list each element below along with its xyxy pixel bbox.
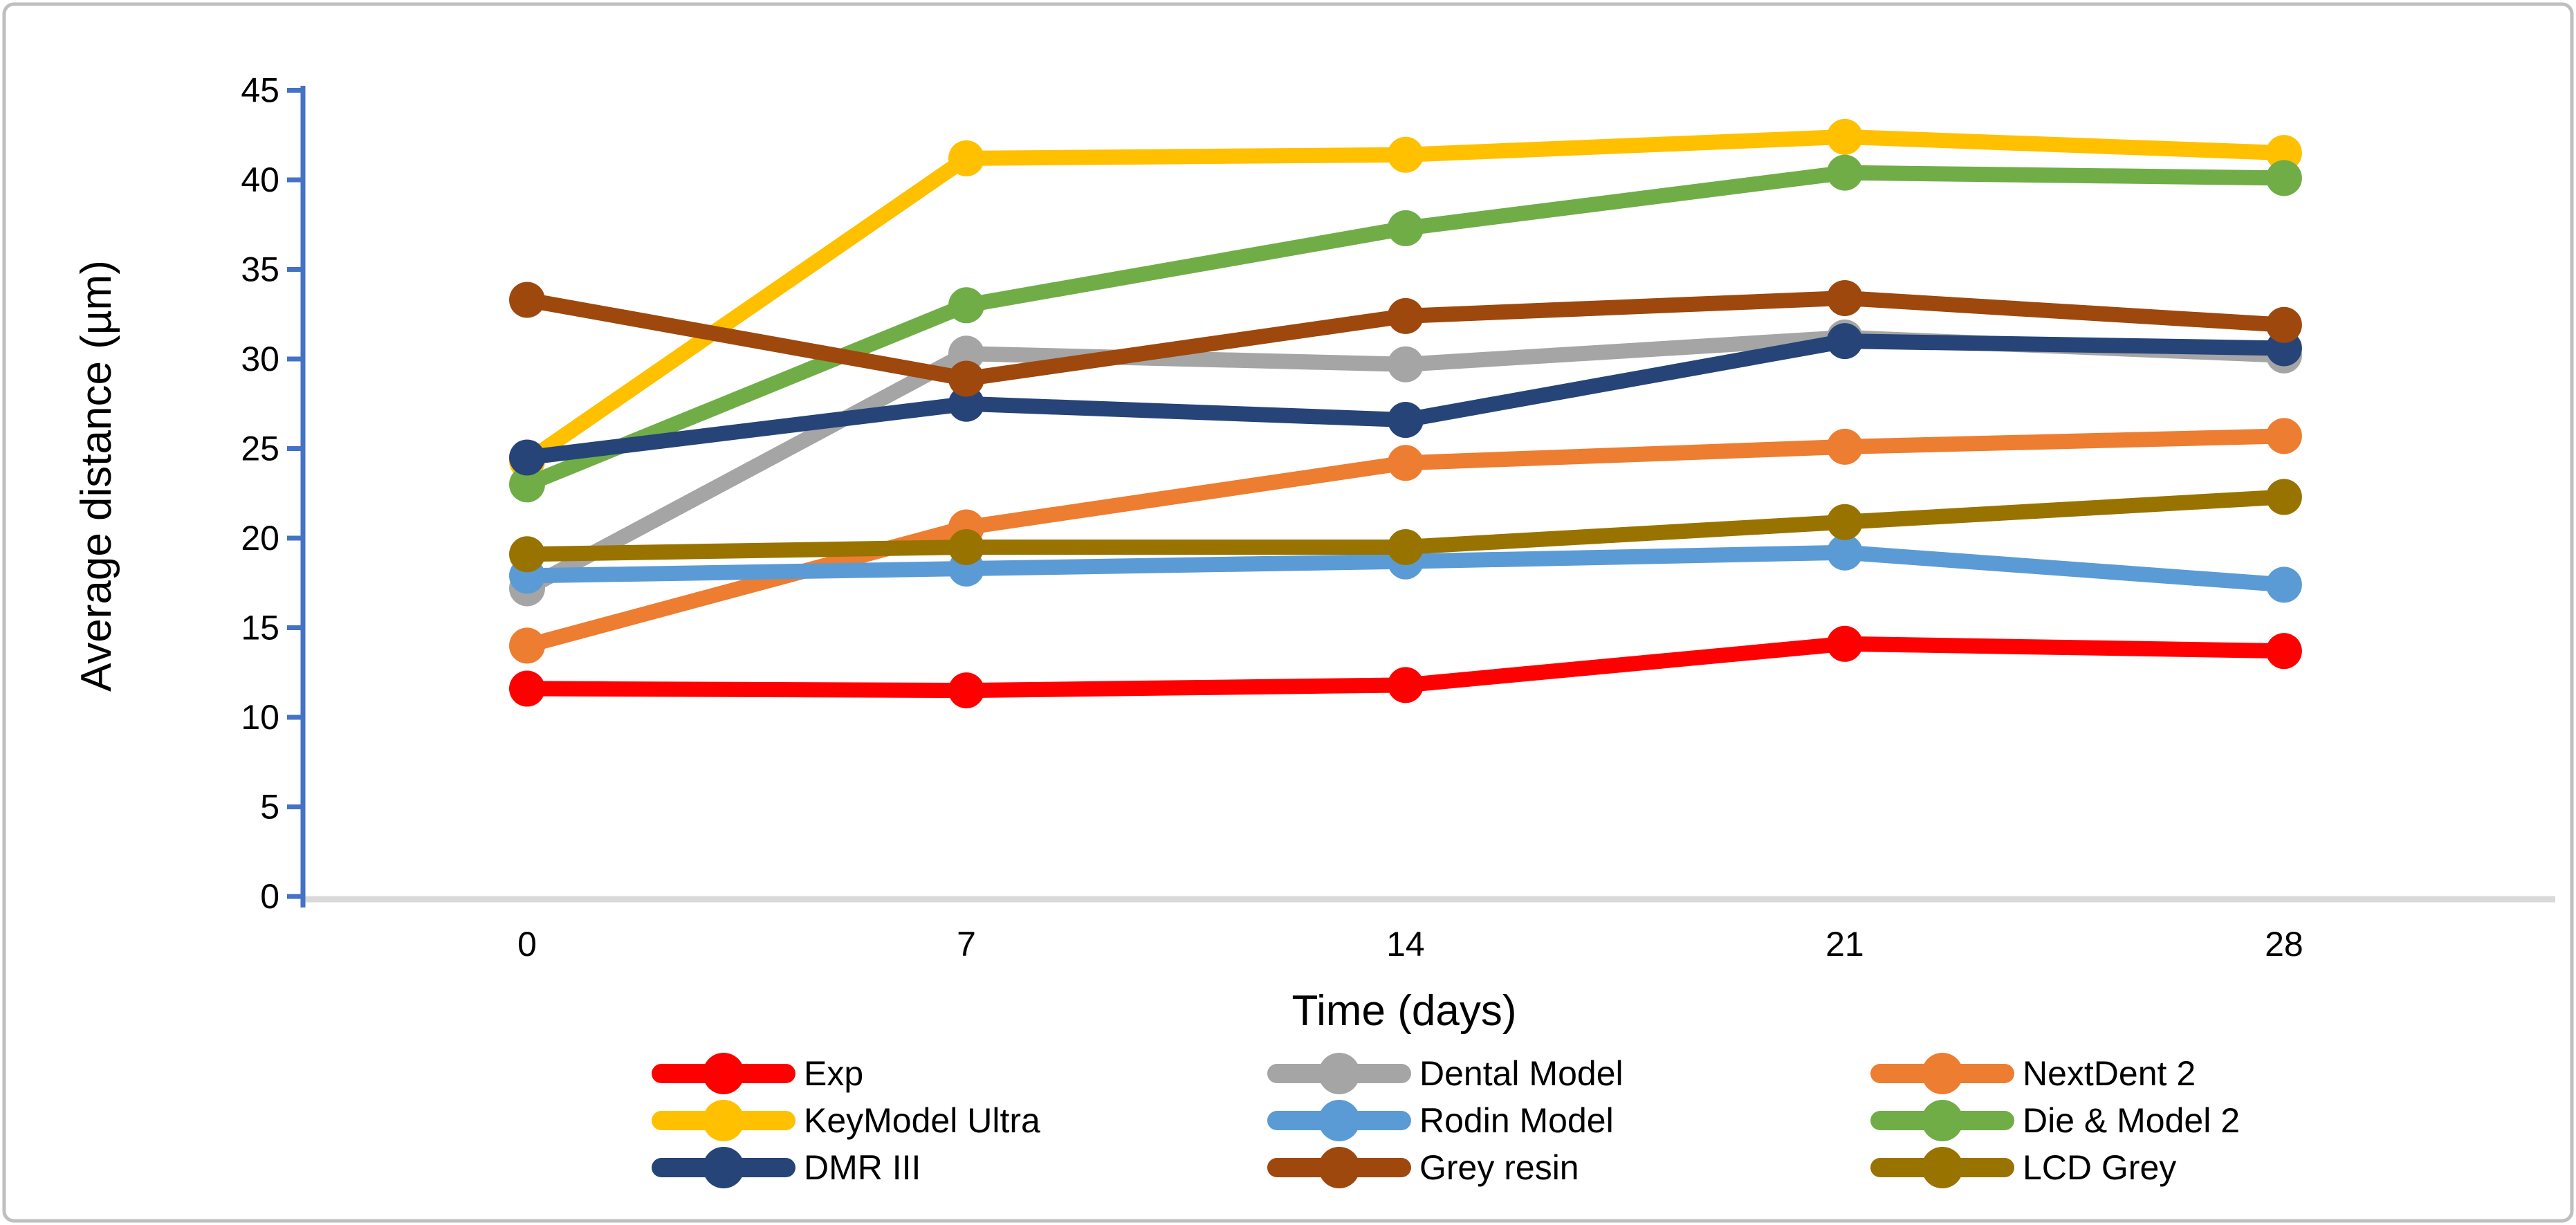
legend-marker-dot — [1318, 1147, 1360, 1188]
legend-marker-dot — [703, 1147, 744, 1188]
x-axis-title: Time (days) — [1292, 987, 1517, 1035]
data-point-keymodel-ultra — [948, 140, 984, 176]
legend-marker-dot — [1922, 1053, 1963, 1094]
data-point-nextdent-2 — [509, 627, 545, 664]
legend-item: DMR III — [652, 1147, 921, 1188]
legend-marker-dot — [1318, 1100, 1360, 1141]
legend-label: KeyModel Ultra — [804, 1101, 1040, 1140]
series-layer — [509, 118, 2302, 709]
y-tick-label: 5 — [260, 788, 279, 827]
data-point-lcd-grey — [1826, 504, 1863, 540]
y-axis-title: Average distance (µm) — [73, 260, 120, 692]
data-point-grey-resin — [509, 282, 545, 318]
legend-label: Die & Model 2 — [2023, 1101, 2240, 1140]
legend-label: Dental Model — [1419, 1054, 1623, 1093]
y-tick-label: 30 — [241, 340, 279, 378]
data-point-die-model-2 — [948, 287, 984, 324]
y-tick-label: 40 — [241, 160, 279, 199]
legend-item: Dental Model — [1267, 1053, 1623, 1094]
data-point-dental-model — [1387, 346, 1424, 383]
legend-item: Exp — [652, 1053, 863, 1094]
data-point-lcd-grey — [2265, 479, 2302, 515]
data-point-dental-model — [948, 335, 984, 372]
legend-label: DMR III — [804, 1148, 921, 1187]
legend-item: LCD Grey — [1870, 1147, 2176, 1188]
data-point-rodin-model — [1826, 534, 1863, 571]
legend-marker-dot — [1318, 1053, 1360, 1094]
legend-item: Rodin Model — [1267, 1100, 1614, 1141]
data-point-nextdent-2 — [1826, 428, 1863, 465]
legend-label: LCD Grey — [2023, 1148, 2176, 1187]
axes-layer: 0 5 10 15 20 25 30 35 40 45 0 7 14 21 28 — [241, 71, 2555, 964]
y-tick-label: 15 — [241, 609, 279, 647]
data-point-grey-resin — [1826, 279, 1863, 316]
data-point-dmr-iii — [1826, 323, 1863, 360]
data-point-exp — [1387, 667, 1424, 703]
x-tick-label: 28 — [2265, 925, 2303, 964]
y-tick-label: 10 — [241, 698, 279, 737]
data-point-nextdent-2 — [1387, 445, 1424, 481]
data-point-exp — [948, 672, 984, 709]
x-tick-label: 14 — [1386, 925, 1425, 964]
data-point-lcd-grey — [509, 536, 545, 573]
x-tick-label: 7 — [957, 925, 976, 964]
data-point-exp — [1826, 625, 1863, 662]
y-tick-label: 0 — [260, 877, 279, 916]
legend-item: Grey resin — [1267, 1147, 1579, 1188]
y-tick-label: 25 — [241, 430, 279, 468]
x-tick-label: 21 — [1825, 925, 1864, 964]
legend-layer: Exp Dental Model NextDent 2 KeyModel Ultra R… — [652, 1053, 2240, 1188]
legend-marker-dot — [1922, 1147, 1963, 1188]
data-point-nextdent-2 — [2265, 418, 2302, 454]
data-point-dmr-iii — [509, 439, 545, 476]
data-point-lcd-grey — [948, 528, 984, 565]
data-point-keymodel-ultra — [1826, 118, 1863, 155]
data-point-exp — [2265, 633, 2302, 670]
legend-item: NextDent 2 — [1870, 1053, 2196, 1094]
data-point-grey-resin — [1387, 297, 1424, 334]
data-point-keymodel-ultra — [1387, 136, 1424, 173]
legend-label: Grey resin — [1419, 1148, 1579, 1187]
y-tick-label: 45 — [241, 71, 279, 110]
data-point-rodin-model — [2265, 567, 2302, 603]
y-tick-label: 20 — [241, 519, 279, 558]
legend-marker-dot — [1922, 1100, 1963, 1141]
data-point-keymodel-ultra — [2265, 135, 2302, 172]
data-point-die-model-2 — [2265, 160, 2302, 196]
data-point-die-model-2 — [1387, 210, 1424, 246]
data-point-grey-resin — [2265, 306, 2302, 343]
data-point-die-model-2 — [1826, 154, 1863, 191]
legend-marker-dot — [703, 1100, 744, 1141]
legend-marker-dot — [703, 1053, 744, 1094]
data-point-lcd-grey — [1387, 528, 1424, 565]
legend-label: NextDent 2 — [2023, 1054, 2196, 1093]
legend-label: Exp — [804, 1054, 863, 1093]
y-tick-label: 35 — [241, 250, 279, 289]
legend-label: Rodin Model — [1419, 1101, 1614, 1140]
data-point-dmr-iii — [1387, 402, 1424, 439]
data-point-grey-resin — [948, 360, 984, 397]
x-tick-label: 0 — [517, 925, 537, 964]
legend-item: Die & Model 2 — [1870, 1100, 2240, 1141]
legend-item: KeyModel Ultra — [652, 1100, 1040, 1141]
data-point-die-model-2 — [509, 466, 545, 503]
data-point-dmr-iii — [948, 385, 984, 422]
data-point-exp — [509, 670, 545, 707]
